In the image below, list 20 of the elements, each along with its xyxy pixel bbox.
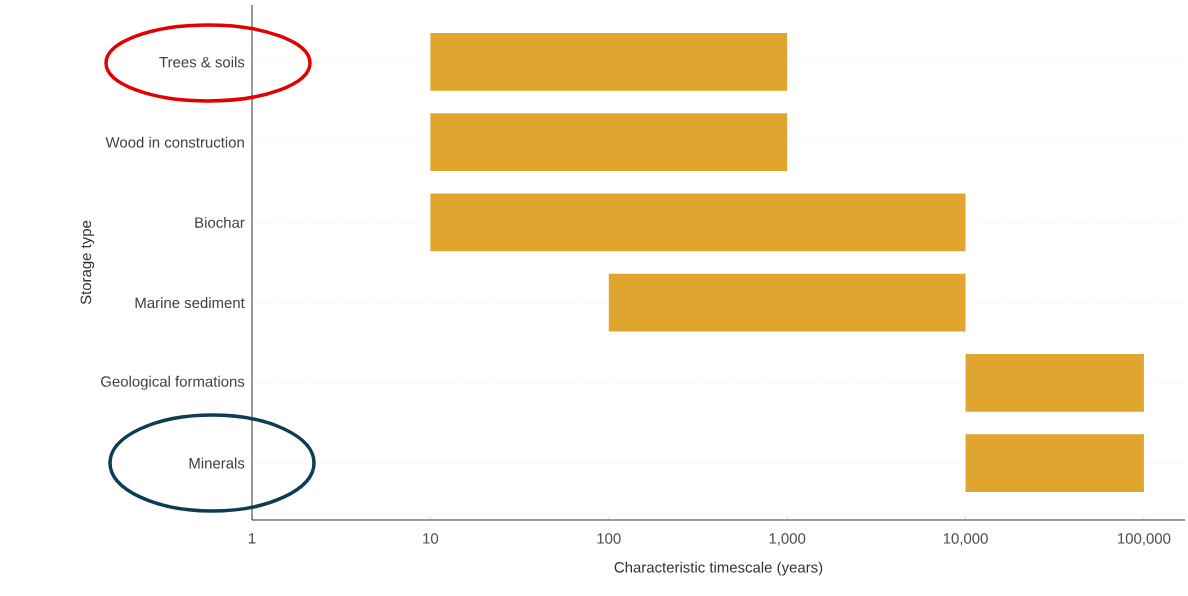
y-axis-title: Storage type [80,220,95,305]
x-axis-title: Characteristic timescale (years) [614,561,823,576]
y-tick-label: Wood in construction [105,136,244,148]
x-tick-label: 1,000 [769,533,806,546]
y-tick-label: Trees & soils [159,56,245,68]
x-tick-label: 10,000 [943,533,988,546]
bar [430,113,788,172]
x-tick-label: 10 [423,533,439,544]
y-tick-label: Marine sediment [135,297,245,309]
x-tick-label: 1 [248,533,256,544]
bar [965,353,1144,412]
x-tick-label: 100,000 [1118,533,1171,546]
y-tick-label: Geological formations [101,375,245,390]
y-tick-label: Biochar [195,216,245,228]
y-tick-label: Minerals [189,457,245,469]
bar [430,193,966,252]
bar [608,273,966,332]
bar [965,434,1144,492]
bar [430,33,788,91]
x-tick-label: 100 [597,533,621,544]
